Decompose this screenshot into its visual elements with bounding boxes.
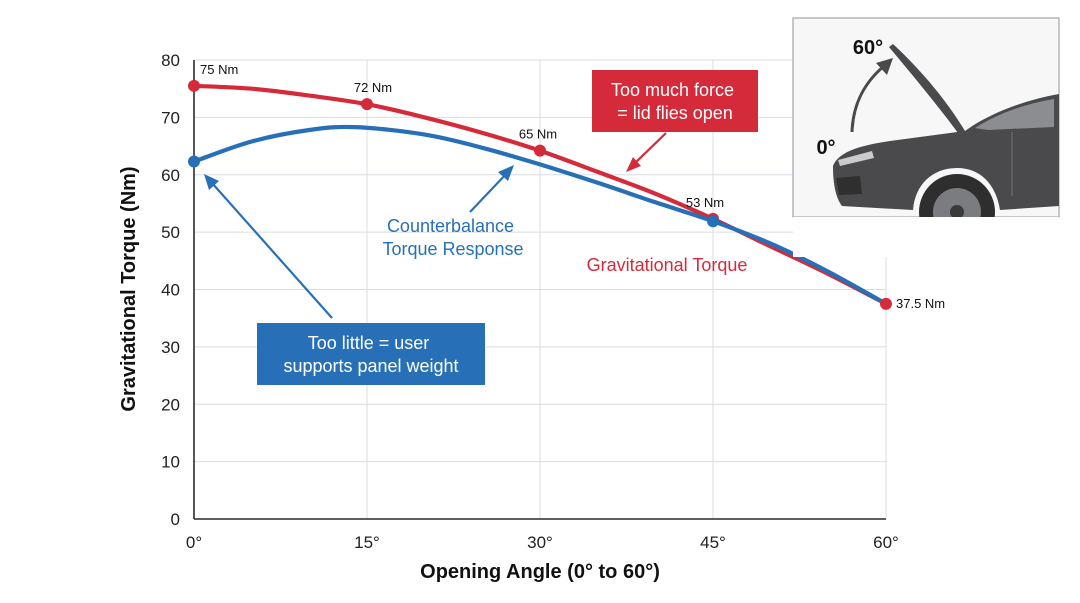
opening-arc-arrowhead-icon [876,58,893,75]
arrow-to-blue-curve-upper [469,171,509,213]
gravitational-point [188,79,200,92]
y-tick-label: 50 [161,223,180,242]
car-hood-inset: 60° 0° [792,17,1060,257]
too-little-text: Too little = user supports panel weight [283,333,458,376]
too-much-force-callout: Too much force = lid flies open [592,70,758,132]
x-tick-label: 45° [700,533,726,552]
x-tick-label: 0° [186,533,202,552]
axes: 0 10 20 30 40 50 60 70 80 0° 15° 30° 45° 60° [161,51,899,552]
too-little-callout: Too little = user supports panel weight [257,323,485,385]
x-tick-label: 60° [873,533,899,552]
headlight-icon [838,151,874,166]
annotation-arrows [204,132,667,319]
y-tick-label: 70 [161,108,180,127]
y-tick-label: 30 [161,338,180,357]
angle-open-label: 60° [853,37,883,59]
arrow-head-red [626,157,641,172]
data-labels: 75 Nm 72 Nm 65 Nm 53 Nm 37.5 Nm [200,62,945,311]
too-much-force-box [592,70,758,132]
too-much-line-2: = lid flies open [617,103,733,123]
y-tick-label: 10 [161,453,180,472]
point-value-label: 72 Nm [354,80,392,95]
y-tick-label: 40 [161,281,180,300]
grille-icon [836,176,862,195]
counterbalance-curve [191,124,889,306]
y-axis-title: Gravitational Torque (Nm) [118,166,140,411]
gravitational-point [534,144,546,157]
too-little-line-1: Too little = user [308,333,430,353]
gravitational-series-label: Gravitational Torque [587,255,748,275]
too-much-force-text: Too much force = lid flies open [611,80,739,123]
point-value-label: 37.5 Nm [896,296,945,311]
too-little-box [257,323,485,385]
gravitational-point [880,297,892,310]
point-value-label: 53 Nm [686,195,724,210]
open-hood-icon [889,44,965,133]
inset-bottom-cover [793,217,1059,257]
x-tick-label: 30° [527,533,553,552]
counterbalance-label-line-2: Torque Response [382,239,523,259]
too-much-line-1: Too much force [611,80,734,100]
front-wheel-hub-icon [950,205,964,219]
opening-arc-icon [850,64,885,133]
windshield-icon [975,99,1054,130]
too-little-line-2: supports panel weight [283,356,458,376]
point-value-label: 75 Nm [200,62,238,77]
counterbalance-point [188,155,200,168]
x-axis-title: Opening Angle (0° to 60°) [420,561,660,583]
angle-closed-label: 0° [816,137,835,159]
counterbalance-point [707,215,719,228]
series-lines [188,79,892,310]
arrow-to-red-curve [631,132,667,167]
y-tick-label: 80 [161,51,180,70]
counterbalance-series-label: Counterbalance Torque Response [382,216,523,259]
arrow-head-upper [498,165,514,181]
x-tick-label: 15° [354,533,380,552]
gravitational-point [361,98,373,111]
arrow-to-blue-curve-lower [211,182,333,319]
y-tick-label: 60 [161,166,180,185]
point-value-label: 65 Nm [519,127,557,142]
arrow-head-lower [204,174,219,190]
y-tick-label: 0 [171,510,180,529]
y-tick-label: 20 [161,395,180,414]
counterbalance-label-line-1: Counterbalance [387,216,514,236]
